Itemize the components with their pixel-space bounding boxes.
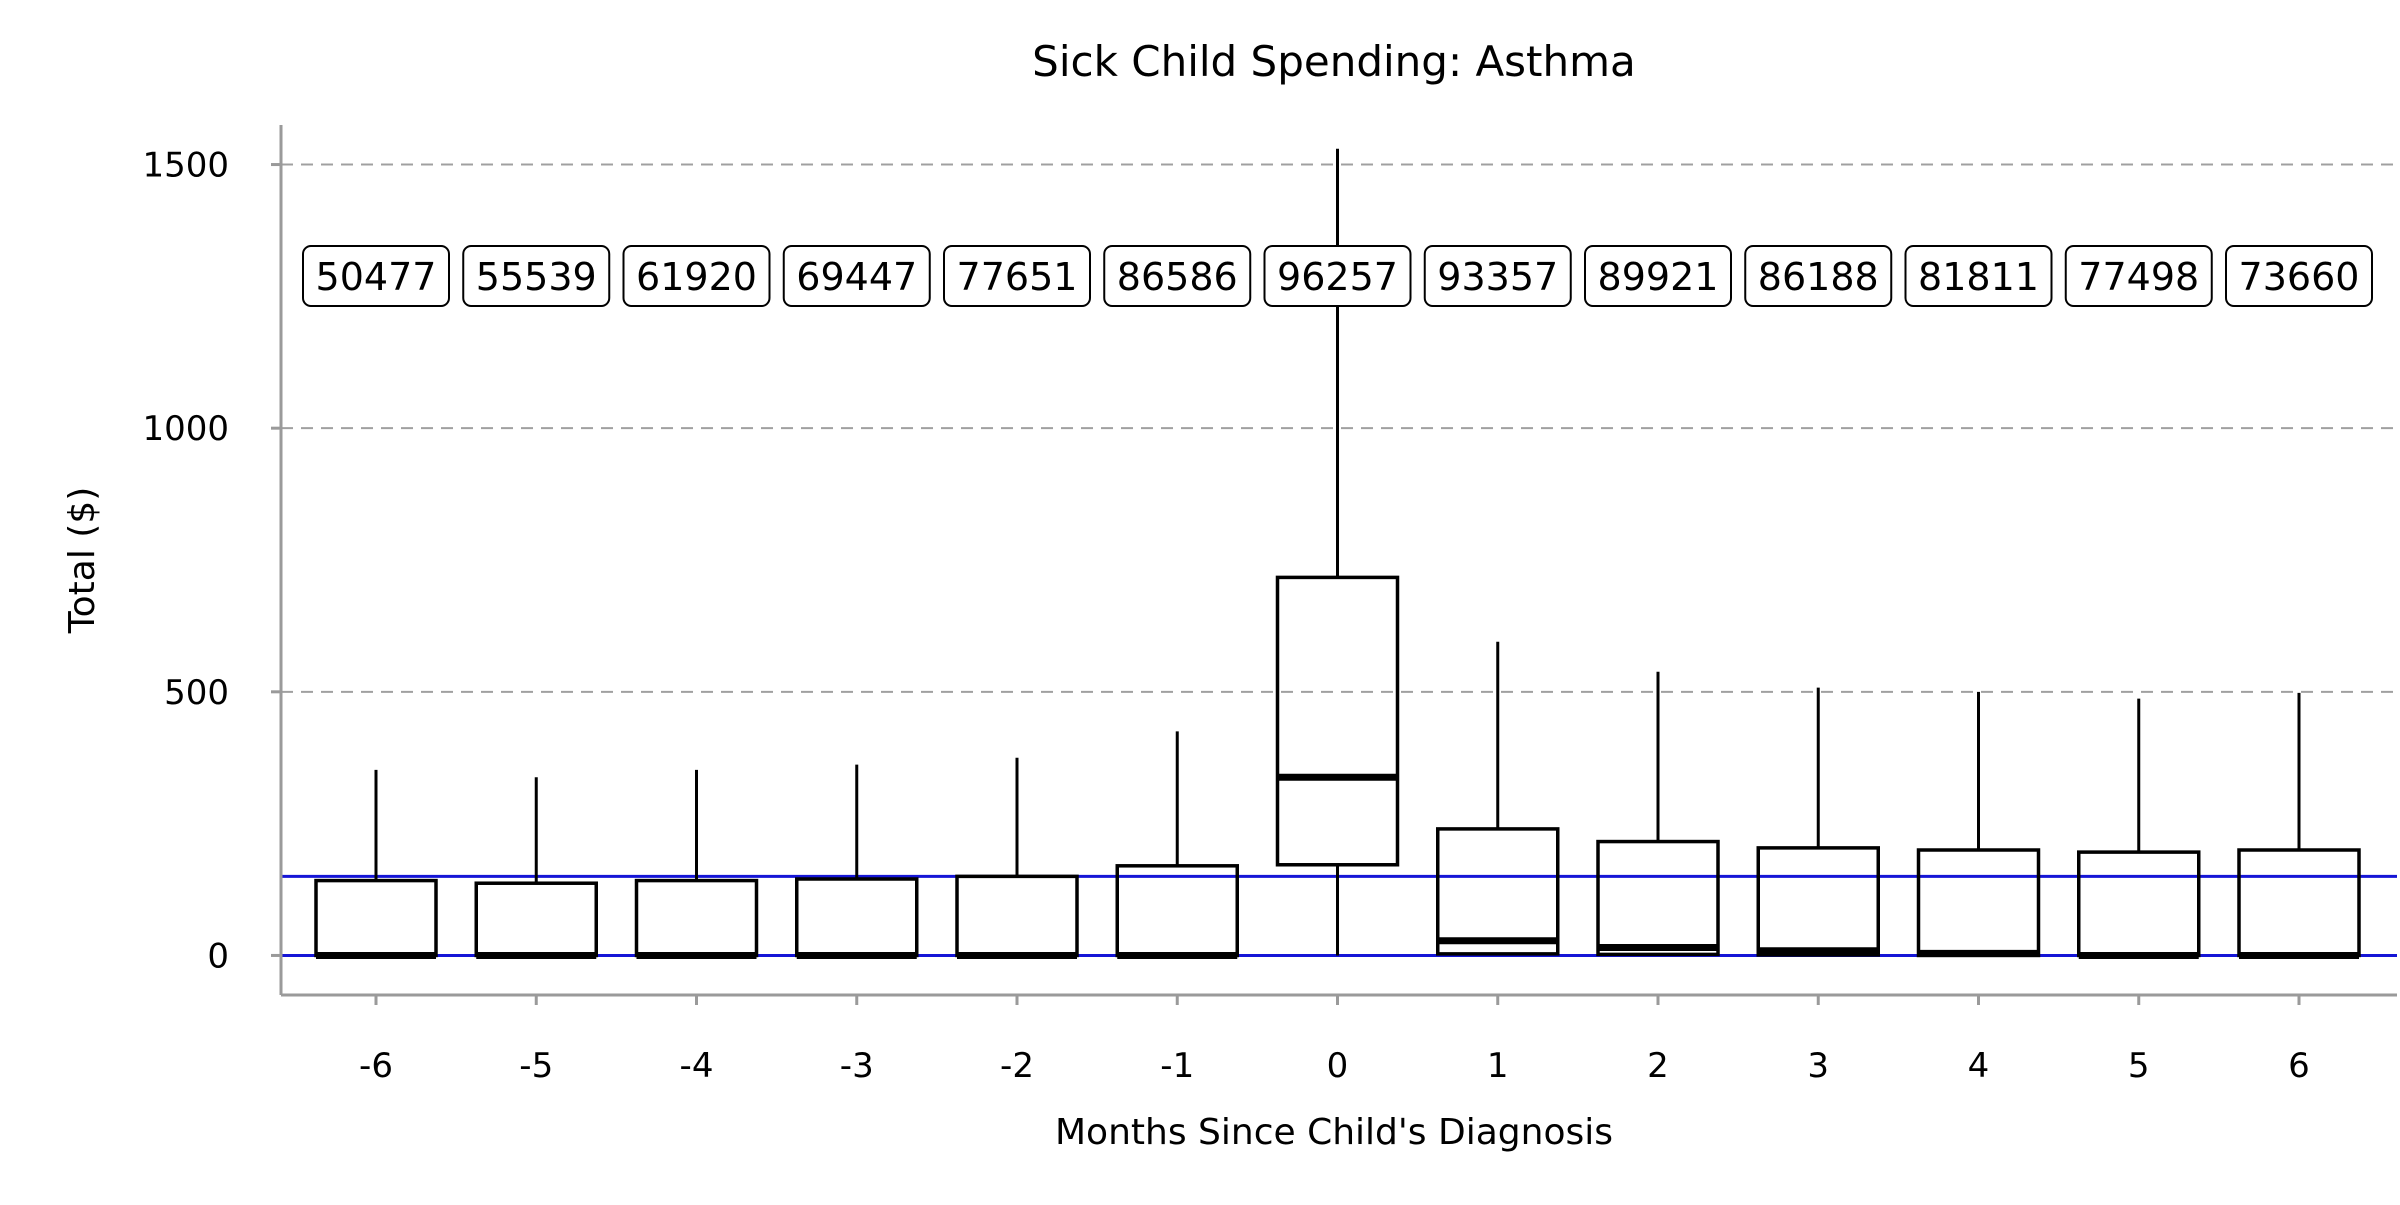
box-iqr xyxy=(1436,827,1560,956)
box-1 xyxy=(1436,641,1560,956)
count-label-text: 61920 xyxy=(636,255,757,299)
box-iqr xyxy=(634,878,759,958)
count-label-box xyxy=(302,245,450,307)
count-label-box xyxy=(2225,245,2373,307)
x-tick-label: 2 xyxy=(1647,1046,1669,1086)
count-label-text: 69447 xyxy=(796,255,917,299)
count-label-text: 55539 xyxy=(476,255,597,299)
x-tick-label: 0 xyxy=(1327,1046,1349,1086)
count-label-box xyxy=(462,245,611,307)
count-label--5: 55539 xyxy=(462,245,611,307)
count-label--3: 69447 xyxy=(782,245,931,307)
box--1 xyxy=(1115,731,1239,959)
count-label-text: 77498 xyxy=(2078,255,2199,299)
x-tick-label: -5 xyxy=(519,1046,553,1086)
axes: 0 500 1000 1500 -6 -5 -4 -3 -2 -1 0 1 2 3 4 5 6 xyxy=(142,125,2397,1086)
x-tick-label: 6 xyxy=(2288,1046,2310,1086)
x-axis-label: Months Since Child's Diagnosis xyxy=(1055,1112,1613,1153)
box-4 xyxy=(1916,691,2041,958)
count-label-box xyxy=(2064,245,2213,307)
y-tick-label: 1000 xyxy=(142,409,229,449)
count-label-text: 89921 xyxy=(1598,255,1719,299)
x-tick-label: -2 xyxy=(1000,1046,1034,1086)
box-5 xyxy=(2077,698,2201,959)
count-label--2: 77651 xyxy=(943,245,1091,307)
count-label-0: 96257 xyxy=(1263,245,1412,307)
count-label-box xyxy=(943,245,1091,307)
x-tick-label: 4 xyxy=(1968,1046,1990,1086)
count-label-text: 50477 xyxy=(316,255,437,299)
count-label-text: 86586 xyxy=(1117,255,1238,299)
box--4 xyxy=(634,769,759,959)
box-3 xyxy=(1756,687,1880,957)
count-label-text: 81811 xyxy=(1918,255,2039,299)
x-tick-label: -3 xyxy=(840,1046,874,1086)
count-label-box xyxy=(1263,245,1412,307)
count-label-box xyxy=(1423,245,1572,307)
box-iqr xyxy=(955,874,1079,958)
x-tick-label: 3 xyxy=(1807,1046,1829,1086)
count-label-box xyxy=(622,245,771,307)
count-label-3: 86188 xyxy=(1744,245,1893,307)
box-6 xyxy=(2237,692,2361,959)
count-label-box xyxy=(1904,245,2053,307)
count-label--6: 50477 xyxy=(302,245,450,307)
count-label-box xyxy=(1744,245,1893,307)
count-label-5: 77498 xyxy=(2064,245,2213,307)
boxes xyxy=(314,148,2361,959)
count-label--4: 61920 xyxy=(622,245,771,307)
count-label-text: 77651 xyxy=(957,255,1078,299)
count-labels: 50477 55539 61920 69447 77651 86586 96257 93357… xyxy=(302,245,2373,307)
box-iqr xyxy=(2237,848,2361,958)
chart-title: Sick Child Spending: Asthma xyxy=(1032,37,1636,86)
count-label-2: 89921 xyxy=(1584,245,1732,307)
count-label-text: 96257 xyxy=(1277,255,1398,299)
box-iqr xyxy=(1916,848,2041,958)
box-iqr xyxy=(474,881,598,958)
count-label-text: 86188 xyxy=(1758,255,1879,299)
box-2 xyxy=(1596,671,1720,957)
grid-lines xyxy=(281,163,2397,693)
box--3 xyxy=(795,764,919,959)
count-label-1: 93357 xyxy=(1423,245,1572,307)
count-label-box xyxy=(1103,245,1252,307)
x-tick-label: 5 xyxy=(2128,1046,2150,1086)
x-tick-label: -1 xyxy=(1160,1046,1194,1086)
count-label-4: 81811 xyxy=(1904,245,2053,307)
y-tick-label: 0 xyxy=(207,936,229,976)
y-tick-label: 1500 xyxy=(142,146,229,186)
box--2 xyxy=(955,757,1079,959)
count-label-box xyxy=(782,245,931,307)
box-iqr xyxy=(314,878,438,958)
box-iqr xyxy=(1115,864,1239,958)
y-tick-label: 500 xyxy=(164,673,229,713)
x-tick-label: 1 xyxy=(1487,1046,1509,1086)
count-label-text: 73660 xyxy=(2239,255,2360,299)
box-iqr xyxy=(1756,846,1880,957)
count-label-6: 73660 xyxy=(2225,245,2373,307)
box--6 xyxy=(314,769,438,959)
count-label-box xyxy=(1584,245,1732,307)
x-tick-label: -4 xyxy=(680,1046,714,1086)
box-iqr xyxy=(2077,850,2201,958)
x-tick-label: -6 xyxy=(359,1046,393,1086)
box--5 xyxy=(474,777,598,959)
y-axis-label: Total ($) xyxy=(62,487,103,635)
box-iqr xyxy=(1596,839,1720,957)
count-label--1: 86586 xyxy=(1103,245,1252,307)
box-iqr xyxy=(1275,575,1400,867)
count-label-text: 93357 xyxy=(1437,255,1558,299)
box-0 xyxy=(1275,148,1400,956)
box-iqr xyxy=(795,877,919,958)
